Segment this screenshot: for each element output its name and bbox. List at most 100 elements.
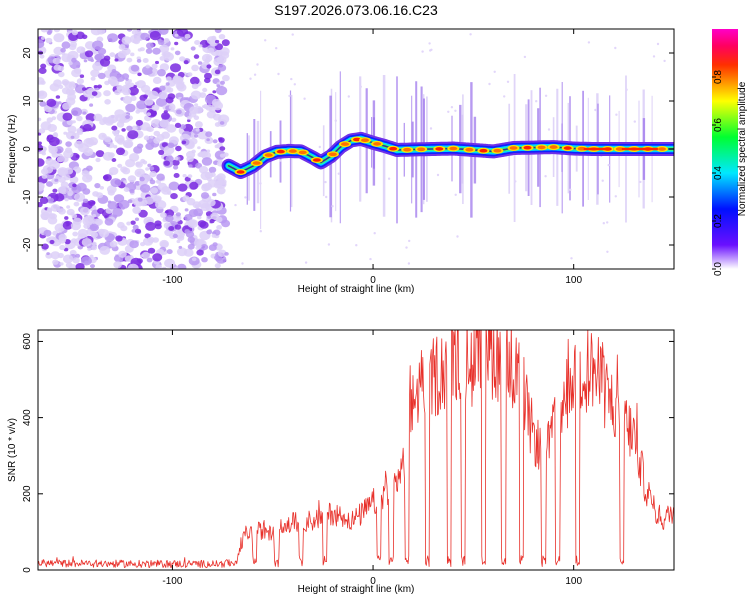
noise-blob [198,44,203,48]
colorbar-label: Normalized spectral amplitude [737,81,748,216]
noise-blob [145,221,156,231]
noise-blob [117,163,123,168]
noise-blob [135,81,140,86]
noise-blob [184,208,189,212]
noise-blob [205,104,213,111]
noise-blob [197,215,202,220]
noise-blob [174,50,181,56]
noise-blob [176,239,181,244]
colorbar-tick-label: 0.2 [713,214,724,228]
noise-blob [72,231,79,237]
noise-dot [241,262,244,265]
noise-blob [99,186,105,190]
noise-blob [217,249,227,257]
noise-blob [71,69,81,78]
noise-blob [201,257,208,263]
noise-blob [82,173,93,183]
noise-dot [429,49,432,52]
noise-blob [79,74,85,78]
noise-blob [159,119,170,128]
hot-spot [298,150,307,155]
noise-blob [53,29,60,33]
noise-blob [115,235,123,242]
noise-blob [190,90,202,100]
noise-blob [91,91,98,96]
noise-blob [127,263,139,269]
noise-blob [154,120,160,125]
noise-blob [119,118,126,124]
noise-blob [170,47,175,51]
noise-blob [55,95,61,99]
noise-dot [594,108,597,112]
noise-blob [190,46,196,51]
noise-blob [201,151,208,157]
noise-blob [174,41,179,46]
y-tick-label: 600 [22,333,33,350]
noise-blob [90,76,96,81]
noise-blob [38,158,45,167]
noise-dot [359,85,362,89]
hot-spot [353,137,361,142]
noise-blob [138,209,148,218]
noise-blob [126,125,133,131]
noise-blob [69,81,76,87]
noise-blob [59,262,64,266]
noise-blob [142,58,149,63]
hot-spot [389,146,398,151]
noise-blob [134,181,141,186]
noise-blob [76,115,83,122]
noise-blob [87,247,92,251]
noise-blob [209,219,215,224]
noise-blob [194,40,201,45]
hot-spot [537,145,546,150]
colorbar-tick-label: 0.6 [713,118,724,132]
spectrogram-marks [38,29,674,269]
noise-blob [173,266,179,269]
hot-spot [479,148,488,153]
noise-blob [127,130,139,140]
noise-dot [601,179,604,182]
noise-blob [172,75,184,85]
noise-blob [173,165,179,170]
noise-blob [82,124,92,132]
noise-blob [38,39,45,49]
colorbar-ticks: 0.0 0.2 0.4 0.6 0.8 [712,70,724,276]
noise-blob [187,243,195,250]
noise-dot [277,72,280,76]
noise-blob [199,221,209,229]
noise-blob [58,71,65,78]
noise-blob [203,182,213,191]
noise-blob [66,119,74,126]
noise-blob [90,29,102,36]
noise-blob [211,98,221,107]
noise-dot [369,257,372,261]
noise-blob [212,90,217,94]
noise-blob [157,69,166,77]
noise-blob [165,76,172,82]
noise-blob [71,120,76,124]
noise-blob [97,47,107,55]
noise-blob [201,157,213,166]
hot-spot [328,152,337,157]
noise-dot [244,196,247,199]
noise-blob [145,167,150,171]
noise-blob [197,61,203,65]
noise-blob [186,155,194,163]
noise-blob [103,90,111,97]
spectrogram-frame [37,28,675,270]
noise-blob [189,106,199,115]
noise-dot [503,95,506,98]
noise-blob [107,200,112,204]
noise-blob [206,138,210,142]
noise-blob [161,112,170,120]
noise-blob [186,198,196,206]
noise-dot [535,100,538,103]
noise-blob [112,207,123,217]
noise-blob [81,238,92,247]
noise-blob [175,212,181,217]
noise-blob [59,244,66,251]
noise-blob [46,31,52,35]
noise-dot [652,55,656,58]
noise-blob [54,178,59,182]
hot-spot [403,147,412,152]
